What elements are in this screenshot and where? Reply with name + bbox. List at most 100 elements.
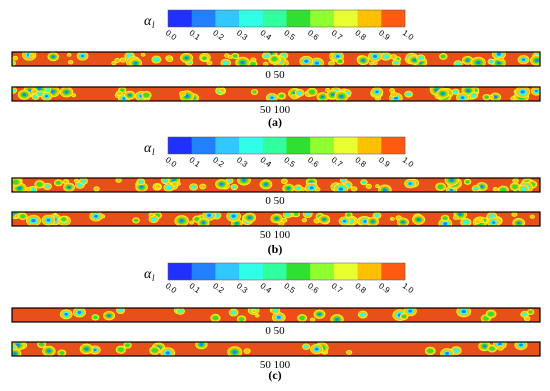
colorbar-cell — [357, 10, 382, 27]
bubble-core — [309, 186, 314, 190]
bubble-core — [471, 93, 477, 98]
colorbar-cell — [357, 263, 382, 280]
bubble-core — [296, 90, 303, 95]
bubble-core — [117, 347, 124, 352]
bubble-core — [64, 312, 69, 316]
bubble-core — [480, 185, 484, 188]
bubble-core — [500, 187, 507, 192]
bubble-core — [406, 92, 412, 96]
colorbar-cell — [191, 137, 216, 154]
bubble-core — [303, 344, 309, 349]
colorbar-tick-label: 0.3 — [235, 28, 250, 42]
bubble — [148, 212, 155, 218]
bubble-core — [314, 347, 319, 351]
contour-strip — [12, 212, 540, 226]
bubble-core — [339, 94, 344, 98]
bubble — [374, 184, 380, 189]
colorbar-cell — [286, 10, 311, 27]
bubble-core — [314, 61, 319, 65]
bubble — [346, 349, 353, 355]
bubble — [93, 186, 100, 192]
bubble-core — [293, 212, 299, 216]
bubble-core — [401, 220, 405, 224]
bubble — [114, 58, 121, 63]
colorbar-label-sub: l — [152, 147, 155, 157]
bubble-core — [497, 342, 502, 346]
bubble — [301, 218, 308, 223]
bubble — [489, 95, 494, 99]
colorbar-tick-label: 0.4 — [259, 155, 274, 169]
bubble — [512, 178, 519, 184]
bubble-core — [77, 310, 82, 314]
colorbar-tick-label: 0.7 — [330, 155, 345, 169]
bubble-core — [335, 317, 339, 321]
bubble — [67, 59, 74, 65]
bubble-core — [232, 350, 237, 354]
bubble — [309, 317, 316, 322]
colorbar-tick-label: 0.1 — [188, 28, 203, 42]
colorbar-tick-label: 1.0 — [401, 281, 416, 295]
bubble-core — [516, 221, 521, 225]
bubble-core — [449, 178, 454, 182]
bubble-core — [264, 183, 268, 186]
bubble-core — [519, 343, 523, 347]
bubble-core — [373, 54, 378, 58]
bubble — [390, 91, 398, 98]
bubble-core — [61, 217, 67, 222]
bubble-core — [17, 186, 22, 190]
colorbar-cell — [215, 263, 240, 280]
colorbar-cell — [262, 10, 287, 27]
colorbar-tick-label: 0.0 — [164, 281, 179, 295]
colorbar-cell — [381, 263, 406, 280]
bubble — [300, 187, 306, 192]
bubble-core — [338, 187, 344, 191]
bubble-core — [458, 212, 463, 216]
strip-background — [12, 342, 540, 356]
colorbar-tick-label: 0.9 — [377, 155, 392, 169]
colorbar-cell — [357, 137, 382, 154]
colorbar-cell — [191, 10, 216, 27]
bubble-core — [51, 55, 55, 58]
bubble-core — [453, 90, 458, 94]
bubble-core — [489, 60, 494, 64]
bubble-core — [322, 218, 326, 221]
bubble-core — [44, 95, 49, 98]
bubble-core — [37, 91, 43, 96]
colorbar-tick-label: 0.5 — [282, 28, 297, 42]
bubble-core — [201, 221, 206, 224]
bubble-core — [222, 60, 229, 66]
bubble-core — [412, 58, 417, 62]
bubble-core — [440, 92, 445, 96]
colorbar-label: α — [144, 267, 152, 282]
colorbar-cell — [333, 263, 358, 280]
bubble-core — [242, 178, 246, 182]
bubble-core — [476, 60, 481, 65]
colorbar-tick-label: 0.4 — [259, 281, 274, 295]
bubble-core — [231, 214, 236, 218]
bubble — [66, 52, 72, 57]
strip-label: 50 100 — [260, 104, 291, 116]
bubble-core — [46, 218, 51, 222]
bubble-core — [363, 219, 368, 223]
bubble-core — [133, 218, 139, 222]
colorbar-tick-label: 0.6 — [306, 281, 321, 295]
bubble-core — [482, 316, 489, 321]
strip-frame — [11, 211, 541, 227]
bubble-core — [453, 348, 460, 354]
contour-strip — [12, 178, 540, 192]
bubble-core — [22, 93, 27, 97]
bubble-core — [184, 56, 189, 60]
colorbar-tick-label: 0.2 — [211, 28, 226, 42]
bubble-core — [67, 185, 71, 189]
bubble-core — [317, 312, 322, 316]
bubble-core — [393, 96, 398, 100]
strip-label: 0 50 — [265, 69, 285, 81]
bubble — [25, 187, 32, 192]
bubble-core — [230, 310, 237, 315]
bubble-core — [491, 221, 496, 224]
bubble-core — [460, 96, 465, 100]
bubble-core — [139, 185, 144, 189]
colorbar-cell — [168, 263, 192, 280]
bubble-core — [37, 87, 42, 91]
bubble-core — [194, 217, 200, 222]
